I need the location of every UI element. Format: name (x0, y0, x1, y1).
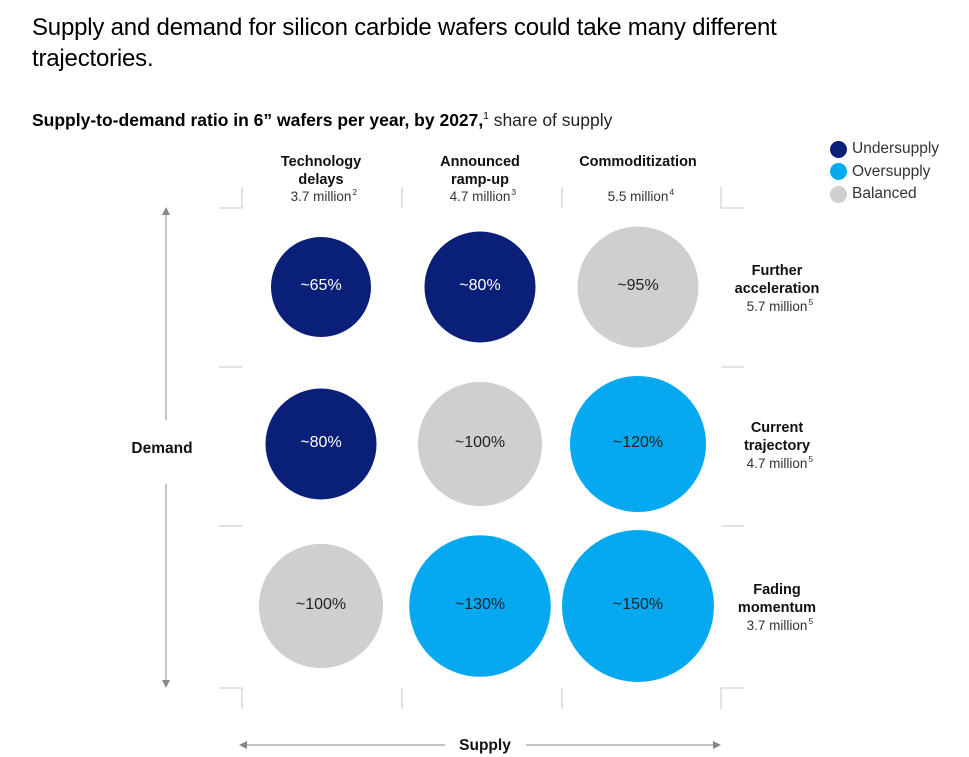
demand-scenario-footnote: 5 (808, 297, 813, 307)
demand-scenario-value: 4.7 million (747, 456, 808, 471)
supply-axis-arrow-left (239, 741, 247, 749)
demand-scenario-footnote: 5 (808, 616, 813, 626)
bubble-label: ~120% (613, 434, 663, 451)
supply-axis-label: Supply (459, 737, 511, 754)
chart-title: Supply and demand for silicon carbide wa… (32, 14, 777, 72)
legend-item-oversupply: Oversupply (830, 161, 939, 184)
supply-scenario-footnote: 3 (511, 187, 516, 197)
legend-label-undersupply: Undersupply (852, 140, 940, 158)
supply-scenario-value: 3.7 million (291, 189, 352, 204)
bubble-label: ~150% (613, 596, 663, 613)
supply-scenario-footnote: 4 (669, 187, 674, 197)
demand-scenario-value: 5.7 million (747, 299, 808, 314)
demand-axis-label: Demand (131, 440, 192, 457)
grid-corner-bottom-left (219, 687, 243, 709)
supply-scenario-name: Technology (281, 154, 361, 170)
legend-dot-balanced (830, 185, 847, 203)
legend-item-undersupply: Undersupply (830, 138, 939, 161)
bubble-label: ~100% (296, 596, 346, 613)
demand-scenario-name: acceleration (735, 281, 820, 297)
demand-axis-arrow-up (162, 207, 170, 215)
legend-item-balanced: Balanced (830, 183, 939, 206)
grid-corner-top-right (720, 187, 744, 209)
bubble-oversupply (409, 535, 551, 677)
supply-scenario-value: 5.5 million (608, 189, 669, 204)
subtitle-footnote: 1 (483, 111, 489, 123)
demand-scenario-value: 3.7 million (747, 618, 808, 633)
supply-scenario-name: Commoditization (579, 154, 697, 170)
bubble-balanced (417, 381, 543, 507)
demand-axis-arrow-down (162, 680, 170, 688)
legend-dot-oversupply (830, 163, 847, 181)
bubble-undersupply (424, 231, 536, 343)
supply-scenario-value: 4.7 million (450, 189, 511, 204)
chart-subtitle: Supply-to-demand ratio in 6” wafers per … (32, 110, 612, 131)
supply-scenario-name: ramp-up (451, 172, 509, 188)
demand-scenario-name: trajectory (744, 438, 810, 454)
supply-scenario-name: Announced (440, 154, 520, 170)
bubble-undersupply (265, 388, 377, 500)
demand-scenario-footnote: 5 (808, 454, 813, 464)
bubble-label: ~100% (455, 434, 505, 451)
legend-dot-undersupply (830, 140, 847, 158)
demand-scenario-name: Further (752, 263, 803, 279)
bubble-balanced (258, 543, 384, 669)
demand-scenario-name: Fading (753, 582, 801, 598)
bubble-label: ~65% (300, 277, 341, 294)
legend-label-oversupply: Oversupply (852, 162, 931, 180)
legend-label-balanced: Balanced (852, 185, 917, 203)
bubble-oversupply (562, 530, 714, 682)
supply-axis-arrow-right (713, 741, 721, 749)
bubble-oversupply (570, 376, 706, 512)
supply-scenario-footnote: 2 (352, 187, 357, 197)
bubble-label: ~80% (300, 434, 341, 451)
subtitle-rest: share of supply (488, 110, 613, 130)
bubble-label: ~130% (455, 596, 505, 613)
demand-scenario-name: momentum (738, 600, 816, 616)
bubble-label: ~80% (459, 277, 500, 294)
bubble-undersupply (271, 237, 371, 337)
supply-scenario-name: delays (298, 172, 343, 188)
bubble-label: ~95% (617, 277, 658, 294)
grid-corner-top-left (219, 187, 243, 209)
grid-corner-bottom-right (720, 687, 744, 709)
bubble-balanced (577, 226, 699, 348)
subtitle-bold: Supply-to-demand ratio in 6” wafers per … (32, 110, 484, 130)
demand-scenario-name: Current (751, 420, 804, 436)
legend: Undersupply Oversupply Balanced (830, 138, 939, 206)
